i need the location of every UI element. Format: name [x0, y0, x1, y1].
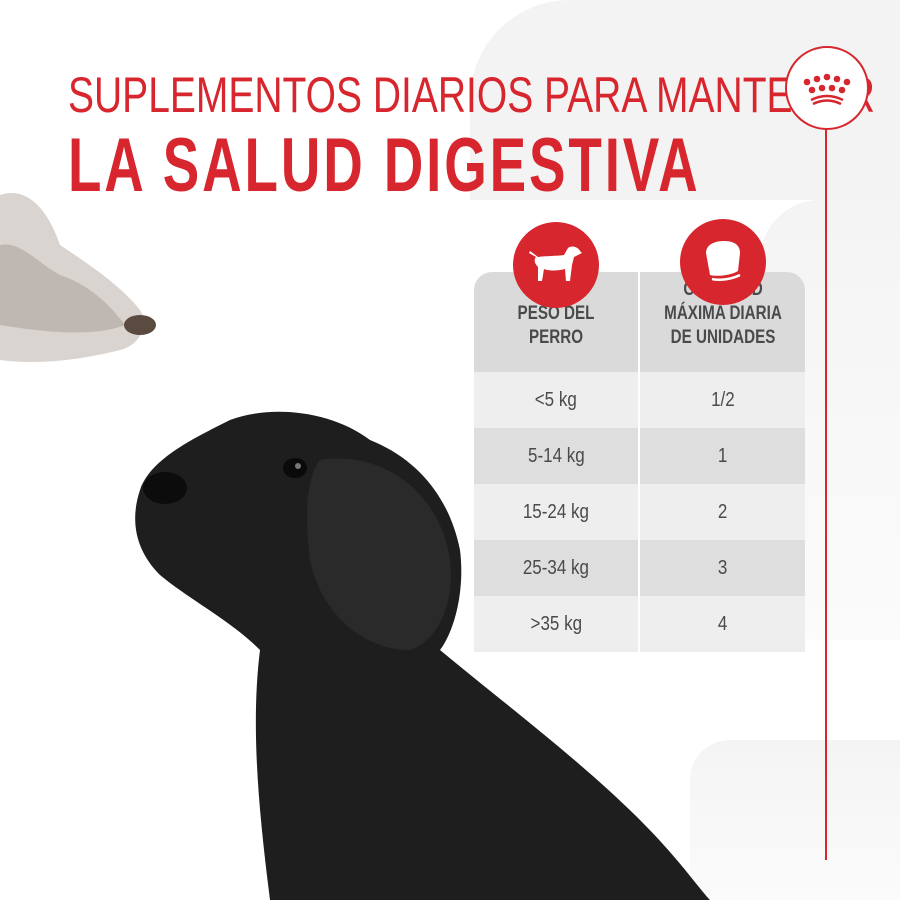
header-dog-weight: PESO DEL PERRO	[474, 272, 638, 372]
dosage-table: PESO DEL PERRO CANTIDAD MÁXIMA DIARIA DE…	[474, 272, 805, 652]
chew-icon-badge	[680, 219, 766, 305]
table-row: 5-14 kg 1	[474, 428, 805, 484]
royal-canin-logo	[785, 46, 869, 130]
title-line-1: SUPLEMENTOS DIARIOS PARA MANTENER	[68, 67, 875, 123]
supplement-chew-icon	[706, 241, 741, 282]
dog-icon	[529, 246, 582, 281]
dog-icon-badge	[513, 222, 599, 308]
crown-icon	[803, 73, 851, 106]
table-row: <5 kg 1/2	[474, 372, 805, 428]
hand-photo	[0, 193, 156, 362]
table-row: >35 kg 4	[474, 596, 805, 652]
table-row: 25-34 kg 3	[474, 540, 805, 596]
title-line-2: LA SALUD DIGESTIVA	[68, 123, 701, 208]
puppy-photo	[135, 411, 710, 900]
background-shape	[690, 740, 900, 900]
table-row: 15-24 kg 2	[474, 484, 805, 540]
decorative-red-line	[825, 128, 827, 860]
